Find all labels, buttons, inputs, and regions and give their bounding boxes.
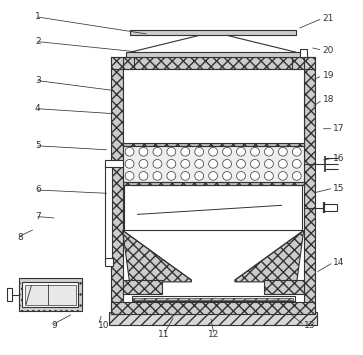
Circle shape [237,171,245,180]
Circle shape [139,171,148,180]
Text: 7: 7 [35,212,41,221]
Circle shape [250,147,260,156]
Text: 13: 13 [305,321,316,330]
Circle shape [167,147,176,156]
Circle shape [278,171,287,180]
Bar [130,31,297,35]
Polygon shape [123,57,134,69]
Text: 3: 3 [35,76,41,85]
Bar [19,278,82,311]
Circle shape [195,159,204,168]
Circle shape [278,159,287,168]
Circle shape [250,159,260,168]
Text: 10: 10 [98,321,110,330]
Bar [123,146,304,182]
Circle shape [292,147,301,156]
Text: 20: 20 [323,46,334,55]
Circle shape [209,147,217,156]
Text: 11: 11 [158,331,169,339]
Text: 14: 14 [333,258,345,267]
Text: 2: 2 [35,37,41,46]
Bar [109,312,317,325]
Bar [125,185,302,230]
Text: 9: 9 [51,321,57,330]
Bar [304,57,315,313]
Circle shape [125,147,134,156]
Bar [123,280,162,294]
Bar [132,296,295,301]
Circle shape [153,159,162,168]
Circle shape [153,147,162,156]
Circle shape [209,171,217,180]
Text: 6: 6 [35,185,41,195]
Bar [123,182,304,185]
Text: 16: 16 [333,154,345,163]
Circle shape [237,147,245,156]
Circle shape [264,159,273,168]
Circle shape [292,159,301,168]
Text: 8: 8 [17,233,23,242]
Bar [105,164,113,262]
Bar [7,288,12,301]
Circle shape [195,147,204,156]
Text: 19: 19 [323,71,334,80]
Circle shape [125,159,134,168]
Text: 5: 5 [35,141,41,150]
Circle shape [264,171,273,180]
Polygon shape [292,57,304,69]
Bar [111,302,315,313]
Bar [111,57,123,313]
Bar [105,160,123,167]
Polygon shape [123,230,191,282]
Bar [105,258,113,266]
Circle shape [250,171,260,180]
Text: 17: 17 [333,124,345,133]
Circle shape [264,147,273,156]
Circle shape [278,147,287,156]
Circle shape [167,171,176,180]
Text: 12: 12 [208,331,220,339]
Circle shape [223,159,232,168]
Circle shape [181,159,190,168]
Circle shape [139,147,148,156]
Text: 18: 18 [323,95,334,104]
Circle shape [292,171,301,180]
Circle shape [139,159,148,168]
Bar [123,143,304,146]
Bar [111,57,315,69]
Bar [123,69,304,302]
Circle shape [181,171,190,180]
Bar [126,52,300,57]
Circle shape [181,147,190,156]
Circle shape [195,171,204,180]
Bar [133,298,293,300]
Bar [264,280,304,294]
Circle shape [167,159,176,168]
Text: 4: 4 [35,104,41,113]
Text: 1: 1 [35,12,41,21]
Polygon shape [235,230,304,282]
Text: 21: 21 [323,14,334,23]
Bar [300,49,307,56]
Circle shape [223,147,232,156]
Circle shape [209,159,217,168]
Bar [23,282,78,307]
Text: 15: 15 [333,184,345,193]
Bar [25,285,76,305]
Circle shape [125,171,134,180]
Circle shape [223,171,232,180]
Bar [123,69,304,146]
Circle shape [153,171,162,180]
Circle shape [237,159,245,168]
